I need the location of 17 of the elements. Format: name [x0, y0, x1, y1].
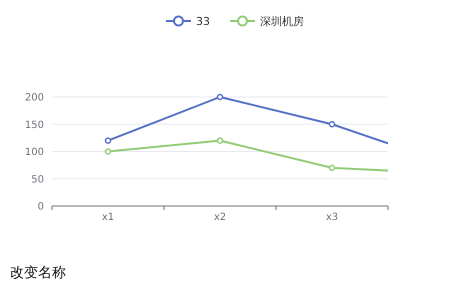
point [104, 148, 112, 155]
x-tick-label: x2 [214, 212, 226, 223]
x-tick-label: x3 [326, 212, 338, 223]
point [328, 164, 336, 172]
y-tick-label: 0 [38, 202, 44, 212]
point [104, 137, 112, 144]
y-tick-label: 50 [31, 174, 44, 186]
x-tick-label: x1 [102, 212, 114, 223]
text: 改变名称 [10, 265, 66, 281]
point [216, 94, 224, 100]
point [328, 121, 336, 128]
point [216, 137, 224, 144]
y-tick-label: 200 [24, 92, 44, 104]
legend-label: 深圳机房 [260, 14, 304, 28]
y-tick-label: 150 [24, 120, 44, 131]
legend-label: 33 [196, 14, 210, 28]
y-tick-label: 100 [24, 147, 44, 158]
